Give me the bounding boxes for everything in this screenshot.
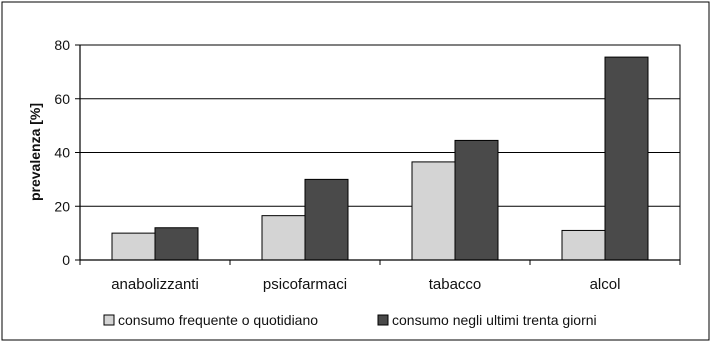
bar-psicofarmaci-series-2 [304, 178, 349, 261]
bar-anabolizzanti-series-2 [154, 227, 199, 261]
bar-psicofarmaci-series-1 [261, 215, 306, 261]
bar-tabacco-series-1 [411, 161, 456, 261]
x-axis: anabolizzanti psicofarmaci tabacco alcol [79, 259, 681, 293]
legend: consumo frequente o quotidiano consumo ne… [103, 312, 597, 328]
x-tick-label: tabacco [429, 276, 482, 293]
y-tick-label: 40 [54, 145, 70, 161]
bar-alcol-series-1 [561, 229, 606, 261]
y-axis-label: prevalenza [%] [27, 103, 43, 201]
x-tick-label: anabolizzanti [111, 276, 199, 293]
y-tick-label: 0 [62, 252, 70, 268]
legend-label-series-1: consumo frequente o quotidiano [118, 312, 318, 328]
bar-alcol-series-2 [604, 56, 649, 261]
bar-tabacco-series-2 [454, 139, 499, 261]
x-tick-label: alcol [590, 276, 621, 293]
gridlines [80, 98, 680, 207]
bars [111, 56, 649, 261]
y-axis: 0 20 40 60 80 [54, 37, 81, 268]
y-tick-label: 80 [54, 37, 70, 53]
legend-swatch-series-2 [377, 314, 389, 326]
y-tick-label: 20 [54, 198, 70, 214]
y-tick-label: 60 [54, 91, 70, 107]
x-tick-label: psicofarmaci [263, 276, 347, 293]
legend-swatch-series-1 [103, 314, 115, 326]
bar-anabolizzanti-series-1 [111, 232, 156, 261]
legend-label-series-2: consumo negli ultimi trenta giorni [392, 312, 597, 328]
